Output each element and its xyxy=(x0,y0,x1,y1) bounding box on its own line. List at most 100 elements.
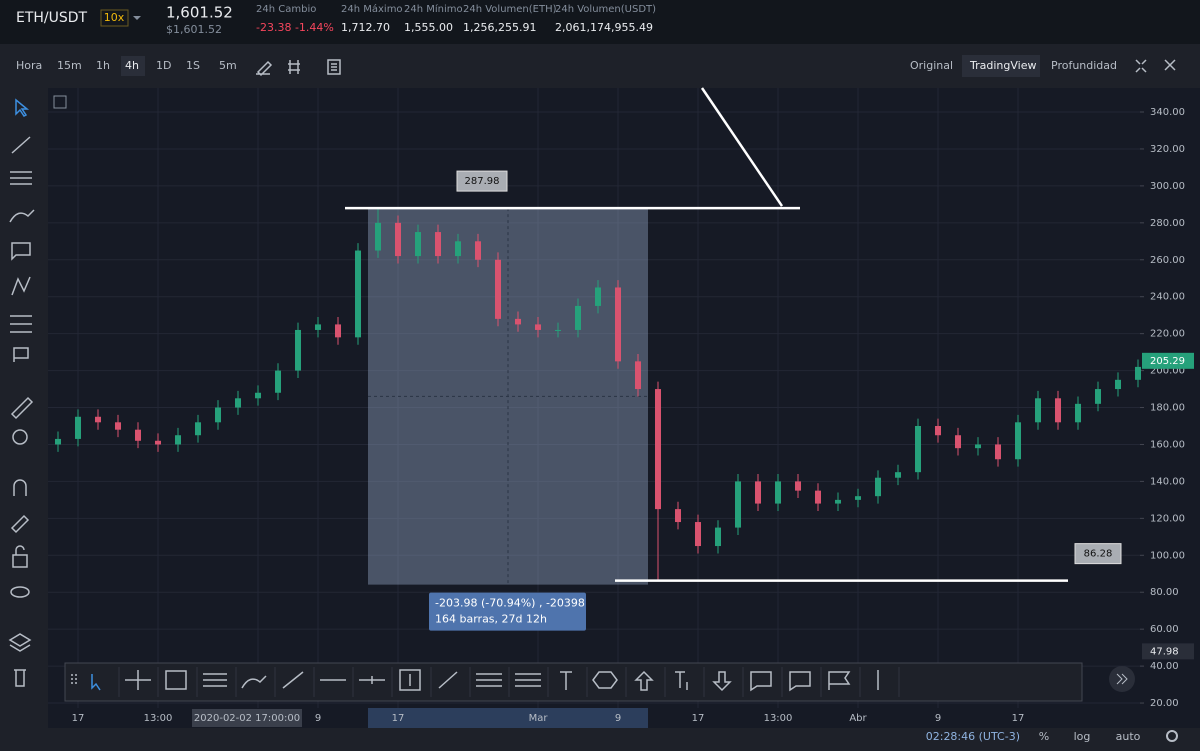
y-tick-label: 20.00 xyxy=(1150,698,1179,709)
percent-toggle[interactable]: % xyxy=(1039,730,1049,743)
drawing-tool[interactable] xyxy=(203,673,227,687)
interval-active xyxy=(121,56,145,76)
leverage-box[interactable] xyxy=(100,9,129,27)
candle-body xyxy=(915,425,921,473)
interval[interactable]: 4h xyxy=(125,59,139,72)
x-tick-label: Mar xyxy=(529,713,549,724)
brush-tool[interactable] xyxy=(9,209,35,223)
drawing-tool[interactable] xyxy=(91,674,101,691)
icon-tool[interactable] xyxy=(13,347,29,362)
left-sidebar xyxy=(0,88,48,708)
delete-tool[interactable] xyxy=(14,669,26,687)
interval[interactable]: 1S xyxy=(186,59,200,72)
y-axis-area xyxy=(1140,88,1200,708)
interval[interactable]: Hora xyxy=(16,59,42,72)
x-tick-label: 17 xyxy=(1012,713,1025,724)
floating-toolbar[interactable] xyxy=(64,662,1083,702)
y-tick-label: 180.00 xyxy=(1150,403,1185,414)
fib-tool[interactable] xyxy=(10,171,32,185)
log-toggle[interactable]: log xyxy=(1074,730,1091,743)
interval[interactable]: 1h xyxy=(96,59,110,72)
list-icon[interactable] xyxy=(327,59,341,75)
magnet-tool[interactable] xyxy=(13,479,27,496)
candle-body xyxy=(335,324,341,338)
zoom-tool[interactable] xyxy=(12,429,28,445)
drag-handle[interactable] xyxy=(71,674,77,686)
stats: 24h Cambio -23.38 -1.44% 24h Máximo 1,712.7… xyxy=(256,3,656,34)
drawing-tool[interactable] xyxy=(241,675,267,689)
stat-value: 1,256,255.91 xyxy=(463,21,536,34)
drawing-tool[interactable] xyxy=(675,671,688,690)
text-tool[interactable] xyxy=(11,242,31,261)
marker-price: 47.98 xyxy=(1150,646,1179,657)
views: Original TradingView Profundidad xyxy=(910,55,1117,77)
view-active xyxy=(962,55,1040,77)
stat-label: 24h Volumen(USDT) xyxy=(555,4,656,15)
line-tool[interactable] xyxy=(11,136,31,154)
visibility-tool[interactable] xyxy=(10,586,30,598)
interval[interactable]: 1D xyxy=(156,59,171,72)
layers-tool[interactable] xyxy=(8,633,32,652)
lock-tool[interactable] xyxy=(12,545,28,568)
measure-text: 164 barras, 27d 12h xyxy=(435,613,547,626)
candle-body xyxy=(515,318,521,325)
drawing-tool[interactable] xyxy=(712,671,732,692)
drawing-tool[interactable] xyxy=(399,669,421,691)
candle-body xyxy=(95,416,101,423)
dropdown-arrow[interactable] xyxy=(133,16,141,20)
x-tick-label: 13:00 xyxy=(764,713,793,724)
measure-tool[interactable] xyxy=(10,396,34,420)
leverage[interactable]: 10x xyxy=(104,11,125,24)
auto-toggle[interactable]: auto xyxy=(1116,730,1141,743)
drawing-tool[interactable] xyxy=(282,671,304,689)
view[interactable]: TradingView xyxy=(969,59,1036,72)
interval-tools[interactable] xyxy=(256,59,1176,77)
settings-icon[interactable] xyxy=(288,60,300,74)
pattern-tool[interactable] xyxy=(11,276,31,296)
drawing-sidebar[interactable] xyxy=(8,98,35,687)
drawing-tool[interactable] xyxy=(789,671,811,692)
drawing-tool[interactable] xyxy=(438,671,458,689)
view[interactable]: Profundidad xyxy=(1051,59,1117,72)
chart: 20.00 40.00 60.00 80.00 100.00 120.00 140.00 16… xyxy=(48,87,1194,728)
lock-draw-tool[interactable] xyxy=(10,514,30,534)
pair[interactable]: ETH/USDT xyxy=(16,10,88,26)
candle-body xyxy=(235,398,241,408)
prediction-tool[interactable] xyxy=(10,315,32,333)
candle-body xyxy=(575,305,581,330)
drawing-tool[interactable] xyxy=(125,670,151,690)
cursor-tool[interactable] xyxy=(15,98,30,117)
drawing-tool[interactable] xyxy=(515,673,541,687)
drawing-tool[interactable] xyxy=(828,671,851,690)
drawing-tool[interactable] xyxy=(476,673,502,687)
y-tick-label: 100.00 xyxy=(1150,550,1185,561)
clock: 02:28:46 (UTC-3) xyxy=(926,730,1020,743)
y-tick-label: 120.00 xyxy=(1150,513,1185,524)
x-tick-label: 17 xyxy=(392,713,405,724)
drawing-tool[interactable] xyxy=(560,671,572,690)
candle-body xyxy=(695,522,701,547)
scroll-icon[interactable] xyxy=(1116,673,1128,685)
drawing-tool[interactable] xyxy=(359,676,385,684)
add-button[interactable] xyxy=(53,95,67,109)
pen-icon[interactable] xyxy=(256,60,273,77)
close-icon[interactable] xyxy=(1164,59,1176,71)
fullscreen-icon[interactable] xyxy=(1135,59,1147,73)
toolbar-icons[interactable] xyxy=(71,667,900,697)
drawing-tool[interactable] xyxy=(750,671,772,692)
y-tick-label: 200.00 xyxy=(1150,366,1185,377)
candle-body xyxy=(555,329,561,331)
drawing-tool[interactable] xyxy=(165,670,187,690)
drawing-tool[interactable] xyxy=(634,670,654,691)
candle-body xyxy=(1135,366,1141,380)
price-callout-label: 86.28 xyxy=(1084,549,1113,560)
interval[interactable]: 5m xyxy=(219,59,237,72)
interval[interactable]: 15m xyxy=(57,59,82,72)
candle-body xyxy=(975,444,981,449)
drawing-tool[interactable] xyxy=(592,671,618,689)
candle-body xyxy=(815,490,821,504)
view[interactable]: Original xyxy=(910,59,953,72)
y-tick-label: 300.00 xyxy=(1150,181,1185,192)
x-tick-label: 13:00 xyxy=(144,713,173,724)
settings-gear[interactable] xyxy=(1166,730,1178,742)
